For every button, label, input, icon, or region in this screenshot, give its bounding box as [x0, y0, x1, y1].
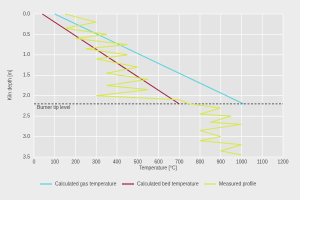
page: Temperature [°C] Kiln depth [m] 0.0 0.5 1.… [0, 0, 300, 200]
y-tick-label: 1.0 [23, 52, 30, 58]
x-tick-label: 500 [134, 159, 143, 165]
x-tick-label: 1100 [257, 159, 268, 165]
x-tick-label: 400 [113, 159, 122, 165]
x-tick-label: 700 [175, 159, 184, 165]
legend-label: Calculated gas temperature [55, 181, 117, 187]
y-tick-label: 2.0 [23, 93, 30, 99]
legend-label: Calculated bed temperature [137, 181, 199, 187]
x-tick-label: 300 [92, 159, 101, 165]
x-tick-label: 100 [51, 159, 60, 165]
y-tick-label: 3.5 [23, 154, 30, 160]
chart: Temperature [°C] Kiln depth [m] 0.0 0.5 1.… [0, 0, 300, 200]
x-tick-label: 900 [217, 159, 226, 165]
y-tick-label: 0.5 [23, 32, 30, 38]
y-tick-label: 1.5 [23, 73, 30, 79]
y-tick-label: 3.0 [23, 134, 30, 140]
series-line [54, 13, 244, 105]
series-line [42, 13, 180, 105]
y-axis-title: Kiln depth [m] [7, 69, 13, 100]
x-tick-label: 600 [154, 159, 163, 165]
x-axis-title: Temperature [°C] [139, 165, 177, 171]
x-tick-label: 1000 [236, 159, 247, 165]
y-tick-label: 2.5 [23, 113, 30, 119]
x-tick-label: 1200 [277, 159, 288, 165]
x-tick-label: 0 [33, 159, 36, 165]
legend-label: Measured profile [219, 181, 256, 187]
x-tick-label: 800 [196, 159, 205, 165]
series-line [64, 13, 242, 156]
y-tick-label: 0.0 [23, 11, 30, 17]
x-tick-label: 200 [71, 159, 80, 165]
annotation: Burner tip level [37, 105, 70, 111]
